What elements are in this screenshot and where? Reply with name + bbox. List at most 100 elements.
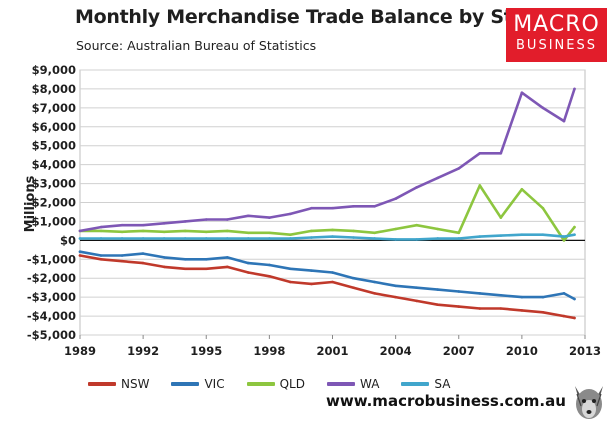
y-tick-label: $0 bbox=[60, 233, 76, 247]
data-point-qld bbox=[436, 227, 440, 231]
data-point-sa bbox=[141, 237, 145, 240]
data-point-vic bbox=[120, 254, 124, 257]
data-point-sa bbox=[78, 237, 82, 240]
macrobusiness-logo[interactable]: MACRO BUSINESS bbox=[506, 8, 607, 62]
data-point-sa bbox=[99, 237, 103, 240]
data-point-wa bbox=[352, 204, 355, 208]
y-tick-label: $2,000 bbox=[32, 196, 76, 210]
data-point-nsw bbox=[310, 282, 313, 286]
website-link[interactable]: www.macrobusiness.com.au bbox=[326, 392, 566, 410]
legend-item-nsw: NSW bbox=[88, 377, 149, 391]
chart-title: Monthly Merchandise Trade Balance by Sta… bbox=[75, 6, 547, 28]
data-point-nsw bbox=[268, 275, 271, 278]
data-point-nsw bbox=[436, 303, 440, 307]
legend-swatch bbox=[246, 382, 275, 386]
data-point-sa bbox=[183, 237, 187, 240]
legend-swatch bbox=[326, 382, 355, 386]
data-point-sa bbox=[415, 238, 418, 241]
data-point-nsw bbox=[225, 265, 229, 269]
y-tick-label: $1,000 bbox=[32, 214, 76, 228]
data-point-sa bbox=[541, 233, 545, 236]
y-tick-label: $8,000 bbox=[32, 82, 76, 96]
data-point-wa bbox=[520, 91, 524, 95]
x-tick-label: 2007 bbox=[443, 344, 475, 358]
y-tick-label: -$5,000 bbox=[27, 328, 76, 342]
data-point-qld bbox=[268, 231, 271, 235]
data-point-vic bbox=[99, 254, 103, 257]
data-point-vic bbox=[394, 284, 397, 288]
data-point-sa bbox=[373, 237, 376, 240]
data-point-qld bbox=[541, 206, 545, 210]
data-point-nsw bbox=[183, 267, 187, 271]
data-point-vic bbox=[310, 269, 313, 272]
legend-swatch bbox=[171, 382, 200, 386]
data-point-vic bbox=[289, 267, 292, 271]
data-point-wa bbox=[99, 225, 103, 229]
data-point-sa bbox=[499, 234, 503, 237]
data-point-sa bbox=[478, 235, 482, 238]
logo-line1: MACRO bbox=[513, 12, 600, 37]
data-point-qld bbox=[394, 227, 397, 231]
data-point-wa bbox=[415, 186, 418, 189]
data-point-sa bbox=[436, 237, 440, 240]
legend-label: WA bbox=[359, 377, 380, 391]
x-tick-label: 1998 bbox=[253, 344, 285, 358]
data-point-sa bbox=[162, 237, 166, 240]
data-point-vic bbox=[520, 295, 524, 299]
x-tick-label: 2013 bbox=[569, 344, 601, 358]
chart-subtitle: Source: Australian Bureau of Statistics bbox=[76, 38, 317, 53]
data-point-vic bbox=[373, 280, 376, 284]
data-point-wa bbox=[225, 218, 229, 221]
series-line-qld bbox=[78, 184, 576, 242]
series-line-wa bbox=[78, 87, 576, 233]
data-point-qld bbox=[331, 228, 334, 232]
data-point-qld bbox=[573, 225, 576, 229]
data-point-wa bbox=[310, 206, 313, 210]
data-point-wa bbox=[247, 214, 250, 218]
y-tick-label: $4,000 bbox=[32, 158, 76, 172]
data-point-sa bbox=[268, 237, 271, 240]
data-point-qld bbox=[415, 223, 418, 227]
x-tick-label: 1995 bbox=[190, 344, 222, 358]
data-point-vic bbox=[331, 271, 334, 274]
data-point-qld bbox=[520, 187, 524, 191]
data-point-sa bbox=[247, 237, 250, 240]
y-tick-label: $5,000 bbox=[32, 139, 76, 153]
data-point-vic bbox=[478, 292, 482, 295]
data-point-wa bbox=[562, 119, 566, 123]
data-point-nsw bbox=[541, 310, 545, 314]
data-point-wa bbox=[78, 229, 82, 233]
data-point-nsw bbox=[78, 254, 82, 257]
data-point-nsw bbox=[289, 280, 292, 284]
y-tick-label: -$3,000 bbox=[27, 290, 76, 304]
data-point-wa bbox=[394, 197, 397, 201]
data-point-nsw bbox=[373, 292, 376, 295]
y-tick-label: $3,000 bbox=[32, 177, 76, 191]
data-point-sa bbox=[394, 238, 397, 241]
data-point-sa bbox=[120, 237, 124, 240]
data-point-nsw bbox=[520, 309, 524, 312]
logo-line2: BUSINESS bbox=[516, 38, 597, 53]
data-point-nsw bbox=[415, 299, 418, 303]
data-point-qld bbox=[183, 229, 187, 233]
data-point-wa bbox=[573, 87, 576, 91]
data-point-sa bbox=[562, 235, 566, 238]
data-point-wa bbox=[120, 223, 124, 227]
data-point-qld bbox=[247, 231, 250, 235]
data-point-vic bbox=[162, 256, 166, 259]
data-point-wa bbox=[478, 151, 482, 155]
data-point-sa bbox=[289, 237, 292, 240]
data-point-qld bbox=[478, 184, 482, 187]
data-point-nsw bbox=[331, 280, 334, 284]
data-point-sa bbox=[225, 237, 229, 240]
data-point-vic bbox=[573, 297, 576, 301]
y-tick-label: -$1,000 bbox=[27, 252, 76, 266]
data-point-nsw bbox=[99, 257, 103, 261]
x-tick-label: 2001 bbox=[316, 344, 348, 358]
data-point-vic bbox=[204, 257, 208, 261]
data-point-sa bbox=[520, 233, 524, 236]
chart-legend: NSW VIC QLD WA SA bbox=[88, 377, 472, 391]
data-point-nsw bbox=[394, 295, 397, 299]
data-point-vic bbox=[352, 276, 355, 280]
legend-item-vic: VIC bbox=[171, 377, 225, 391]
